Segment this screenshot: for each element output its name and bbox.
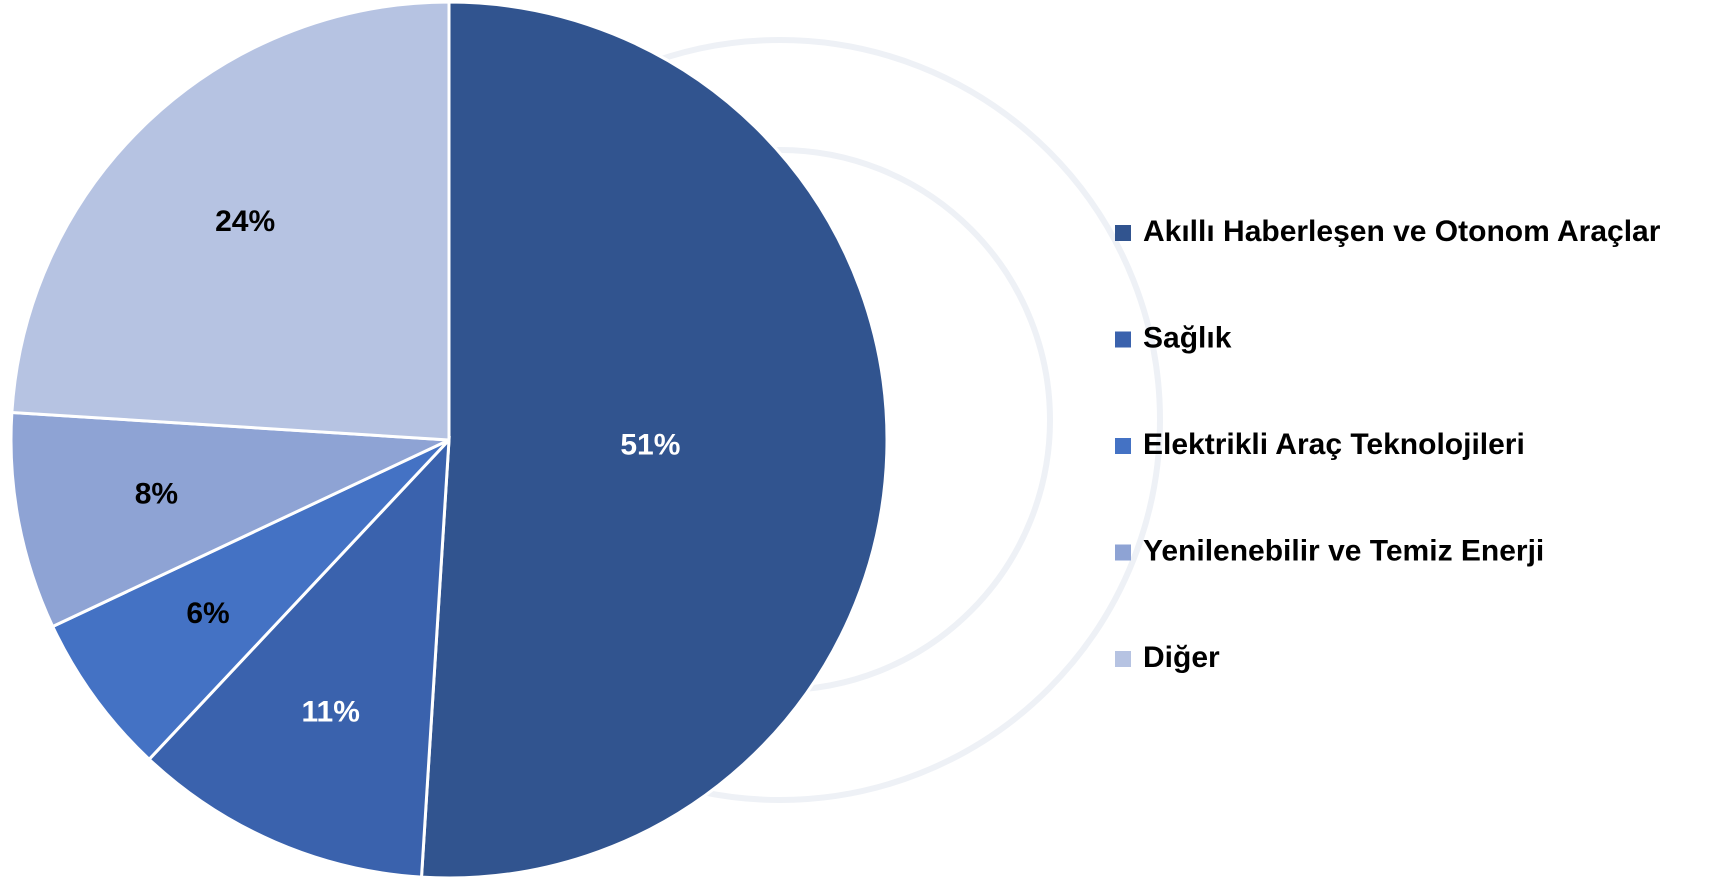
legend-label: Sağlık xyxy=(1143,321,1232,354)
data-label: 8% xyxy=(135,478,178,511)
legend-swatch xyxy=(1115,225,1131,241)
data-label: 11% xyxy=(302,695,360,728)
legend-swatch xyxy=(1115,331,1131,348)
pie-slice xyxy=(10,0,451,442)
data-label: 51% xyxy=(620,428,680,461)
legend-label: Diğer xyxy=(1143,641,1220,674)
legend-swatch xyxy=(1115,438,1131,454)
pie-slice xyxy=(419,0,889,879)
pie-slice xyxy=(147,435,451,879)
legend-swatch xyxy=(1115,651,1131,667)
legend-label: Yenilenebilir ve Temiz Enerji xyxy=(1143,534,1544,567)
pie-slice xyxy=(9,410,450,629)
legend-label: Elektrikli Araç Teknolojileri xyxy=(1143,428,1525,461)
legend-swatch xyxy=(1115,544,1131,561)
data-label: 6% xyxy=(186,597,229,630)
pie-slice xyxy=(50,438,451,762)
data-label: 24% xyxy=(215,205,275,238)
legend-label: Akıllı Haberleşen ve Otonom Araçlar xyxy=(1143,215,1661,248)
